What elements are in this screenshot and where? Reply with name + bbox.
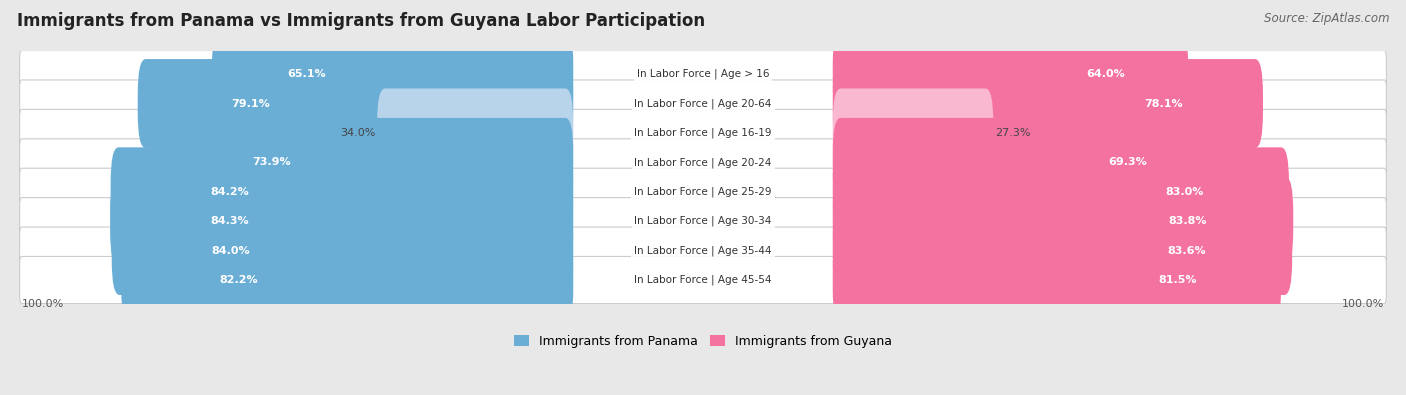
Text: In Labor Force | Age 45-54: In Labor Force | Age 45-54 xyxy=(634,275,772,285)
FancyBboxPatch shape xyxy=(20,109,1386,156)
FancyBboxPatch shape xyxy=(121,235,574,324)
Text: 83.6%: 83.6% xyxy=(1167,246,1206,256)
FancyBboxPatch shape xyxy=(832,88,994,177)
Text: 73.9%: 73.9% xyxy=(252,157,291,167)
FancyBboxPatch shape xyxy=(832,118,1216,207)
FancyBboxPatch shape xyxy=(20,168,1386,215)
Text: In Labor Force | Age 30-34: In Labor Force | Age 30-34 xyxy=(634,216,772,226)
Text: 100.0%: 100.0% xyxy=(1343,299,1385,308)
FancyBboxPatch shape xyxy=(832,147,1289,236)
FancyBboxPatch shape xyxy=(377,88,574,177)
Text: In Labor Force | Age 20-24: In Labor Force | Age 20-24 xyxy=(634,157,772,167)
FancyBboxPatch shape xyxy=(111,206,574,295)
FancyBboxPatch shape xyxy=(20,139,1386,186)
Text: 65.1%: 65.1% xyxy=(287,69,326,79)
Text: 83.0%: 83.0% xyxy=(1166,187,1204,197)
Text: In Labor Force | Age 20-64: In Labor Force | Age 20-64 xyxy=(634,98,772,109)
Text: In Labor Force | Age > 16: In Labor Force | Age > 16 xyxy=(637,69,769,79)
Text: 27.3%: 27.3% xyxy=(995,128,1031,138)
FancyBboxPatch shape xyxy=(832,177,1294,265)
FancyBboxPatch shape xyxy=(20,198,1386,245)
Text: 64.0%: 64.0% xyxy=(1087,69,1125,79)
Text: 84.3%: 84.3% xyxy=(211,216,249,226)
Text: In Labor Force | Age 35-44: In Labor Force | Age 35-44 xyxy=(634,245,772,256)
FancyBboxPatch shape xyxy=(20,80,1386,127)
Text: Source: ZipAtlas.com: Source: ZipAtlas.com xyxy=(1264,12,1389,25)
FancyBboxPatch shape xyxy=(212,30,574,118)
Text: 79.1%: 79.1% xyxy=(231,98,270,109)
Text: 78.1%: 78.1% xyxy=(1144,98,1184,109)
FancyBboxPatch shape xyxy=(111,147,574,236)
FancyBboxPatch shape xyxy=(832,235,1281,324)
FancyBboxPatch shape xyxy=(832,206,1292,295)
Text: In Labor Force | Age 16-19: In Labor Force | Age 16-19 xyxy=(634,128,772,138)
FancyBboxPatch shape xyxy=(20,227,1386,274)
FancyBboxPatch shape xyxy=(110,177,574,265)
Text: 84.0%: 84.0% xyxy=(212,246,250,256)
FancyBboxPatch shape xyxy=(20,256,1386,303)
Text: 69.3%: 69.3% xyxy=(1108,157,1147,167)
FancyBboxPatch shape xyxy=(138,59,574,148)
FancyBboxPatch shape xyxy=(166,118,574,207)
FancyBboxPatch shape xyxy=(832,30,1188,118)
Text: 84.2%: 84.2% xyxy=(211,187,250,197)
Text: 100.0%: 100.0% xyxy=(21,299,63,308)
Legend: Immigrants from Panama, Immigrants from Guyana: Immigrants from Panama, Immigrants from … xyxy=(509,330,897,353)
FancyBboxPatch shape xyxy=(832,59,1263,148)
Text: 34.0%: 34.0% xyxy=(340,128,375,138)
Text: In Labor Force | Age 25-29: In Labor Force | Age 25-29 xyxy=(634,186,772,197)
Text: Immigrants from Panama vs Immigrants from Guyana Labor Participation: Immigrants from Panama vs Immigrants fro… xyxy=(17,12,704,30)
FancyBboxPatch shape xyxy=(20,51,1386,98)
Text: 83.8%: 83.8% xyxy=(1168,216,1206,226)
Text: 82.2%: 82.2% xyxy=(219,275,257,285)
Text: 81.5%: 81.5% xyxy=(1159,275,1198,285)
